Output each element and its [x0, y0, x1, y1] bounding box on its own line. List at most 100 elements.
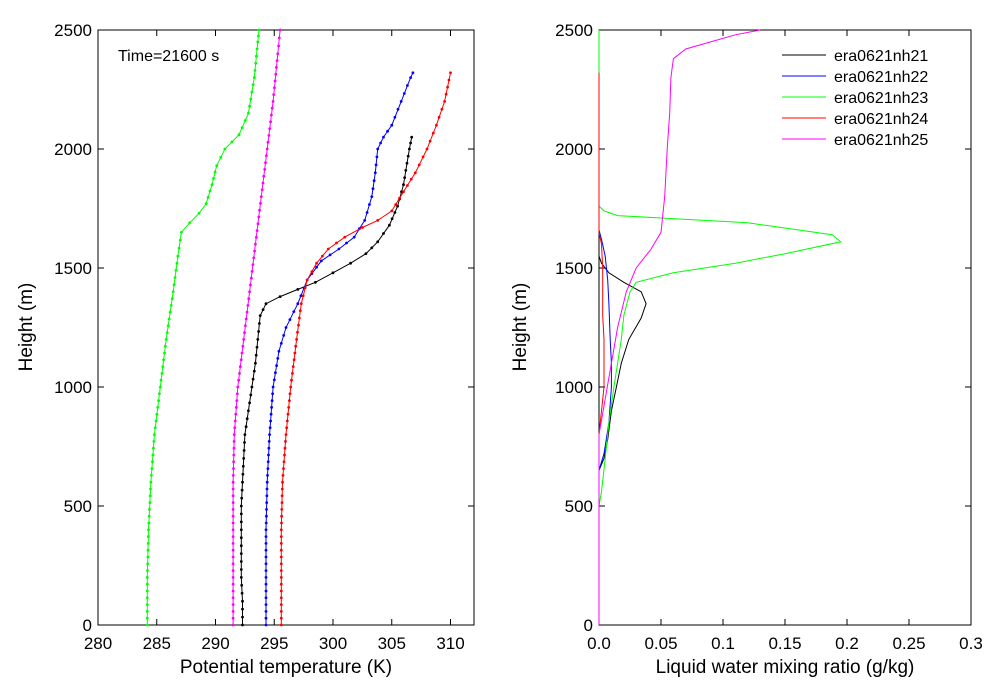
- left-series-point: [252, 256, 256, 260]
- legend-label: era0621nh21: [834, 48, 928, 65]
- left-series-point: [268, 127, 272, 130]
- left-series-point: [280, 494, 284, 498]
- left-series-point: [279, 535, 283, 538]
- left-series-point: [264, 555, 268, 559]
- left-series-point: [237, 378, 241, 382]
- left-series-point: [264, 521, 268, 525]
- left-series-point: [293, 351, 297, 355]
- left-series-point: [239, 358, 243, 362]
- left-series-point: [275, 364, 278, 367]
- left-series-point: [264, 542, 268, 545]
- left-series-point: [408, 147, 411, 151]
- left-series-point: [167, 317, 171, 321]
- left-series-point: [166, 324, 170, 328]
- left-series-point: [251, 83, 255, 87]
- left-series-point: [262, 174, 266, 178]
- left-series-point: [233, 426, 237, 430]
- left-series-point: [294, 344, 298, 348]
- left-series-point: [243, 119, 247, 122]
- left-series-point: [279, 562, 283, 566]
- left-series-point: [417, 163, 421, 167]
- left-series-point: [230, 140, 234, 144]
- left-series-point: [244, 317, 248, 321]
- left-series-point: [231, 603, 235, 606]
- left-series-point: [240, 496, 244, 500]
- left-series-point: [231, 589, 235, 593]
- right-x-tick-label: 0.3: [959, 634, 983, 653]
- left-series-point: [233, 419, 237, 423]
- left-series-point: [223, 147, 227, 151]
- left-series-point: [280, 501, 284, 504]
- left-series-point: [283, 446, 287, 450]
- left-series-point: [264, 582, 268, 586]
- left-series-point: [231, 480, 235, 484]
- left-series-point: [242, 338, 246, 341]
- left-series-point: [444, 92, 448, 96]
- left-series-point: [164, 338, 168, 341]
- left-series-point: [277, 44, 280, 48]
- left-series-point: [305, 278, 309, 282]
- left-series-point: [299, 294, 303, 298]
- left-series-point: [292, 310, 296, 313]
- left-series-point: [232, 453, 236, 457]
- left-series-point: [152, 440, 156, 443]
- left-series-point: [364, 252, 368, 256]
- left-series-point: [146, 542, 150, 545]
- left-y-tick-label: 0: [83, 616, 92, 635]
- left-series-point: [390, 209, 394, 213]
- left-series-point: [238, 372, 241, 375]
- left-series-point: [241, 623, 244, 627]
- left-series-point: [264, 610, 268, 613]
- left-series-point: [254, 61, 258, 65]
- left-series-point: [168, 310, 172, 314]
- right-y-tick-label: 1500: [555, 259, 593, 278]
- left-series-point: [284, 326, 288, 329]
- left-series-point: [376, 219, 380, 222]
- left-series-point: [406, 154, 410, 158]
- left-series-point: [263, 168, 267, 171]
- right-y-tick-label: 0: [584, 616, 593, 635]
- left-series-point: [421, 155, 425, 159]
- left-series-point: [264, 302, 268, 306]
- right-series-line-1: [598, 229, 612, 471]
- left-series-point: [245, 310, 249, 314]
- left-series-point: [155, 412, 159, 416]
- left-series-point: [147, 521, 151, 525]
- left-series-point: [286, 412, 290, 416]
- left-series-point: [152, 446, 155, 450]
- right-y-tick-label: 500: [565, 497, 593, 516]
- left-series-point: [147, 514, 151, 518]
- left-ticks: 280 285 290 295 300 305 310 0 500 1000 1500 2000 250…: [54, 21, 474, 653]
- left-series-point: [244, 425, 248, 429]
- left-series-point: [208, 189, 212, 193]
- left-y-tick-label: 1500: [54, 259, 92, 278]
- left-series-point: [232, 433, 236, 436]
- left-series-point: [365, 211, 369, 214]
- left-series-point: [406, 84, 409, 87]
- left-series-point: [326, 247, 330, 251]
- left-series-point: [269, 419, 272, 423]
- left-series-point: [290, 378, 293, 382]
- left-series-point: [264, 603, 268, 606]
- left-series-point: [231, 555, 235, 559]
- left-series-point: [240, 126, 244, 129]
- left-series-point: [170, 297, 174, 300]
- left-series-line-0: [240, 137, 413, 625]
- left-series-point: [287, 406, 291, 409]
- left-series-point: [259, 195, 263, 199]
- left-series-point: [267, 134, 271, 137]
- left-series-point: [231, 487, 235, 491]
- left-series-point: [232, 460, 236, 464]
- left-series-point: [249, 283, 252, 287]
- left-series-point: [349, 261, 352, 265]
- left-series-point: [247, 111, 250, 115]
- left-series-point: [240, 351, 244, 355]
- left-series-point: [279, 528, 283, 532]
- left-series-point: [257, 28, 261, 32]
- left-series-point: [162, 358, 166, 362]
- left-series-point: [259, 202, 262, 205]
- right-series-line-2: [598, 30, 842, 507]
- left-series-point: [261, 308, 265, 311]
- left-series-point: [146, 562, 150, 566]
- left-series-line-4: [232, 29, 281, 625]
